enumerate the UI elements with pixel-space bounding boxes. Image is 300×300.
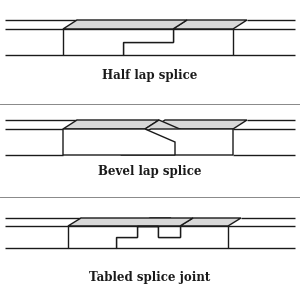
Polygon shape: [68, 226, 180, 248]
Polygon shape: [63, 120, 159, 129]
Polygon shape: [63, 20, 187, 29]
Polygon shape: [116, 226, 228, 248]
Polygon shape: [137, 218, 171, 226]
Polygon shape: [145, 120, 189, 142]
Text: Bevel lap splice: Bevel lap splice: [98, 166, 202, 178]
Polygon shape: [180, 218, 241, 226]
Polygon shape: [173, 20, 247, 29]
Polygon shape: [121, 129, 233, 155]
Text: Tabled splice joint: Tabled splice joint: [89, 272, 211, 284]
Polygon shape: [63, 29, 173, 55]
Polygon shape: [123, 33, 187, 42]
Text: Half lap splice: Half lap splice: [102, 68, 198, 82]
Polygon shape: [151, 120, 247, 129]
Polygon shape: [63, 129, 175, 155]
Polygon shape: [68, 218, 193, 226]
Polygon shape: [123, 29, 233, 55]
Polygon shape: [158, 229, 193, 237]
Polygon shape: [123, 33, 187, 42]
